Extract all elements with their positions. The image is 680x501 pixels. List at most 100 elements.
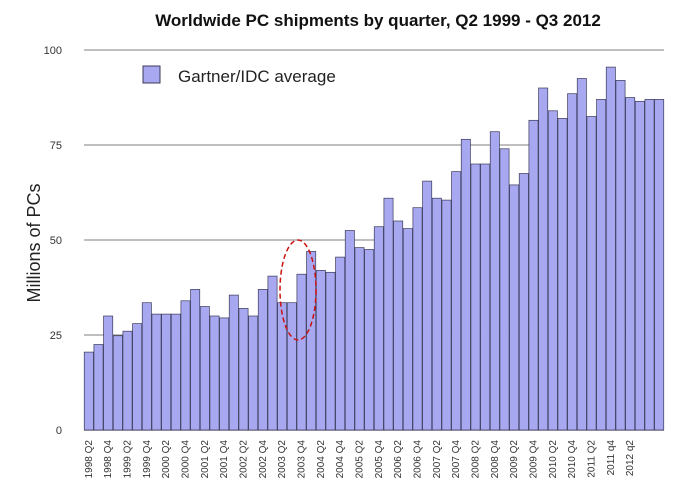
x-tick-label: 2007 Q4 — [451, 440, 462, 479]
x-tick-label: 2003 Q2 — [277, 440, 288, 479]
bar — [634, 100, 645, 431]
bar — [596, 99, 607, 431]
bar — [286, 302, 297, 431]
bar — [228, 294, 239, 431]
y-tick-label: 100 — [44, 45, 62, 57]
y-tick-label: 50 — [50, 235, 62, 247]
bar — [402, 228, 413, 431]
bar — [431, 197, 442, 431]
bar — [170, 313, 181, 431]
bar — [557, 118, 568, 431]
bar — [354, 247, 365, 431]
bar — [518, 173, 529, 431]
bar — [460, 138, 471, 431]
bar — [180, 300, 191, 431]
bar — [132, 323, 143, 431]
bar — [441, 199, 452, 431]
bar — [547, 110, 558, 431]
bar — [480, 163, 491, 431]
x-tick-label: 2008 Q4 — [490, 440, 501, 479]
bar — [383, 197, 394, 431]
bar — [141, 302, 152, 431]
y-tick-label: 75 — [50, 140, 62, 152]
bar — [277, 302, 288, 431]
chart-title: Worldwide PC shipments by quarter, Q2 19… — [155, 11, 601, 30]
bar — [267, 275, 278, 431]
y-axis-ticks: 0 25 50 75 100 — [44, 45, 62, 437]
bar — [306, 251, 317, 431]
x-tick-label: 1998 Q4 — [103, 440, 114, 479]
bar — [112, 335, 123, 431]
x-tick-label: 1999 Q4 — [142, 440, 153, 479]
x-tick-label: 1998 Q2 — [84, 440, 95, 479]
y-tick-label: 0 — [56, 425, 62, 437]
annotation-ellipse — [279, 239, 317, 341]
bar — [509, 184, 520, 431]
bar — [538, 87, 549, 431]
bars — [83, 66, 665, 431]
bar — [209, 315, 220, 431]
x-tick-label: 2002 Q4 — [258, 440, 269, 479]
bar — [325, 271, 336, 431]
bar — [296, 273, 307, 431]
x-tick-label: 1999 Q2 — [123, 440, 134, 479]
x-tick-label: 2011 q4 — [606, 440, 617, 476]
bar — [344, 230, 355, 431]
bar — [567, 93, 578, 431]
bar — [625, 97, 636, 431]
bar — [393, 220, 404, 431]
x-tick-label: 2000 Q2 — [161, 440, 172, 479]
bar — [161, 313, 172, 431]
y-tick-label: 25 — [50, 330, 62, 342]
x-tick-label: 2009 Q4 — [529, 440, 540, 479]
legend-swatch — [142, 65, 161, 84]
legend-label: Gartner/IDC average — [178, 67, 336, 86]
bar — [373, 226, 384, 431]
x-tick-label: 2002 Q2 — [239, 440, 250, 479]
bar — [605, 66, 616, 431]
bar — [93, 344, 104, 431]
x-tick-label: 2001 Q2 — [200, 440, 211, 479]
bar — [103, 315, 114, 431]
bar — [644, 99, 655, 431]
bar — [151, 313, 162, 431]
y-axis-label: Millions of PCs — [24, 183, 44, 302]
x-tick-label: 2003 Q4 — [297, 440, 308, 479]
bar — [576, 78, 587, 431]
bar — [586, 116, 597, 431]
bar — [499, 148, 510, 431]
bar — [654, 99, 665, 431]
bar — [219, 317, 230, 431]
legend: Gartner/IDC average — [142, 65, 336, 86]
bar — [489, 131, 500, 431]
bar — [335, 256, 346, 431]
bar — [528, 119, 539, 431]
bar — [248, 315, 259, 431]
bar — [122, 330, 133, 431]
x-tick-label: 2010 Q4 — [567, 440, 578, 479]
bar — [451, 171, 462, 431]
bar — [615, 80, 626, 431]
x-axis-ticks: 1998 Q2 1998 Q4 1999 Q2 1999 Q4 2000 Q2 2000 … — [84, 440, 636, 479]
x-tick-label: 2004 Q2 — [316, 440, 327, 479]
bar — [83, 351, 94, 431]
x-tick-label: 2012 q2 — [625, 440, 636, 477]
x-tick-label: 2005 Q4 — [374, 440, 385, 479]
x-tick-label: 2008 Q2 — [471, 440, 482, 479]
x-tick-label: 2010 Q2 — [548, 440, 559, 479]
bar — [422, 180, 433, 431]
x-tick-label: 2000 Q4 — [181, 440, 192, 479]
bar — [238, 308, 249, 431]
x-tick-label: 2001 Q4 — [219, 440, 230, 479]
bar — [315, 270, 326, 431]
bar — [412, 207, 423, 431]
x-tick-label: 2007 Q2 — [432, 440, 443, 479]
x-tick-label: 2006 Q4 — [413, 440, 424, 479]
x-tick-label: 2006 Q2 — [393, 440, 404, 479]
bar — [257, 289, 268, 431]
bar — [190, 289, 201, 431]
x-tick-label: 2004 Q4 — [335, 440, 346, 479]
x-tick-label: 2005 Q2 — [355, 440, 366, 479]
x-tick-label: 2011 Q2 — [587, 440, 598, 478]
